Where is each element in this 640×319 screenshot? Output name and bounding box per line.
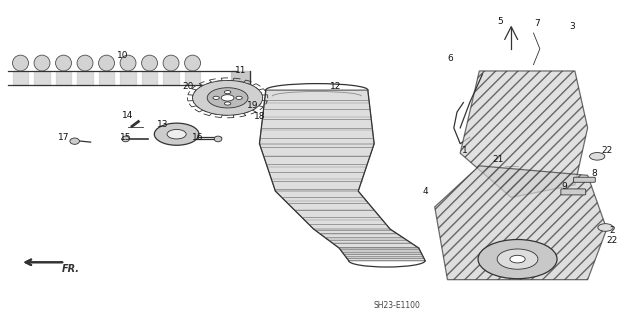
Text: 12: 12 xyxy=(330,82,342,91)
Circle shape xyxy=(598,224,613,231)
Polygon shape xyxy=(460,71,588,197)
Ellipse shape xyxy=(163,55,179,71)
Text: 16: 16 xyxy=(192,133,204,142)
Text: 2: 2 xyxy=(609,226,614,235)
Circle shape xyxy=(236,96,243,100)
Text: 19: 19 xyxy=(247,101,259,110)
Ellipse shape xyxy=(141,55,157,71)
Text: 22: 22 xyxy=(606,236,618,245)
Text: FR.: FR. xyxy=(62,264,80,274)
Text: 8: 8 xyxy=(591,169,597,178)
Text: 13: 13 xyxy=(157,120,168,129)
Ellipse shape xyxy=(120,55,136,71)
Text: 17: 17 xyxy=(58,133,70,142)
Circle shape xyxy=(589,152,605,160)
Ellipse shape xyxy=(214,136,222,142)
Ellipse shape xyxy=(13,55,28,71)
Text: 4: 4 xyxy=(422,187,428,196)
Ellipse shape xyxy=(184,55,200,71)
Circle shape xyxy=(225,91,231,94)
Text: 22: 22 xyxy=(601,145,612,154)
Text: 11: 11 xyxy=(235,66,246,76)
Text: 6: 6 xyxy=(448,54,454,63)
Polygon shape xyxy=(435,166,607,280)
Ellipse shape xyxy=(34,55,50,71)
Ellipse shape xyxy=(77,55,93,71)
Ellipse shape xyxy=(99,55,115,71)
Ellipse shape xyxy=(70,138,79,144)
Text: 15: 15 xyxy=(120,133,131,142)
Text: 3: 3 xyxy=(569,22,575,31)
Text: 18: 18 xyxy=(253,112,265,121)
Circle shape xyxy=(154,123,199,145)
Ellipse shape xyxy=(56,55,72,71)
Text: 7: 7 xyxy=(534,19,540,28)
Circle shape xyxy=(510,255,525,263)
Circle shape xyxy=(193,80,262,115)
Ellipse shape xyxy=(122,136,129,142)
Text: 20: 20 xyxy=(182,82,194,91)
Circle shape xyxy=(221,95,234,101)
Polygon shape xyxy=(259,90,425,261)
Circle shape xyxy=(497,249,538,269)
Text: 10: 10 xyxy=(116,51,128,60)
Circle shape xyxy=(225,102,231,105)
FancyBboxPatch shape xyxy=(573,177,595,182)
FancyArrowPatch shape xyxy=(26,259,62,265)
Circle shape xyxy=(207,88,248,108)
Text: 5: 5 xyxy=(497,18,502,26)
Text: SH23-E1100: SH23-E1100 xyxy=(373,301,420,310)
Text: 21: 21 xyxy=(493,155,504,164)
Circle shape xyxy=(213,96,220,100)
Text: 9: 9 xyxy=(561,182,567,191)
Text: 1: 1 xyxy=(463,145,468,154)
Circle shape xyxy=(478,240,557,279)
FancyBboxPatch shape xyxy=(561,189,586,195)
Text: 14: 14 xyxy=(122,111,133,120)
Circle shape xyxy=(167,130,186,139)
